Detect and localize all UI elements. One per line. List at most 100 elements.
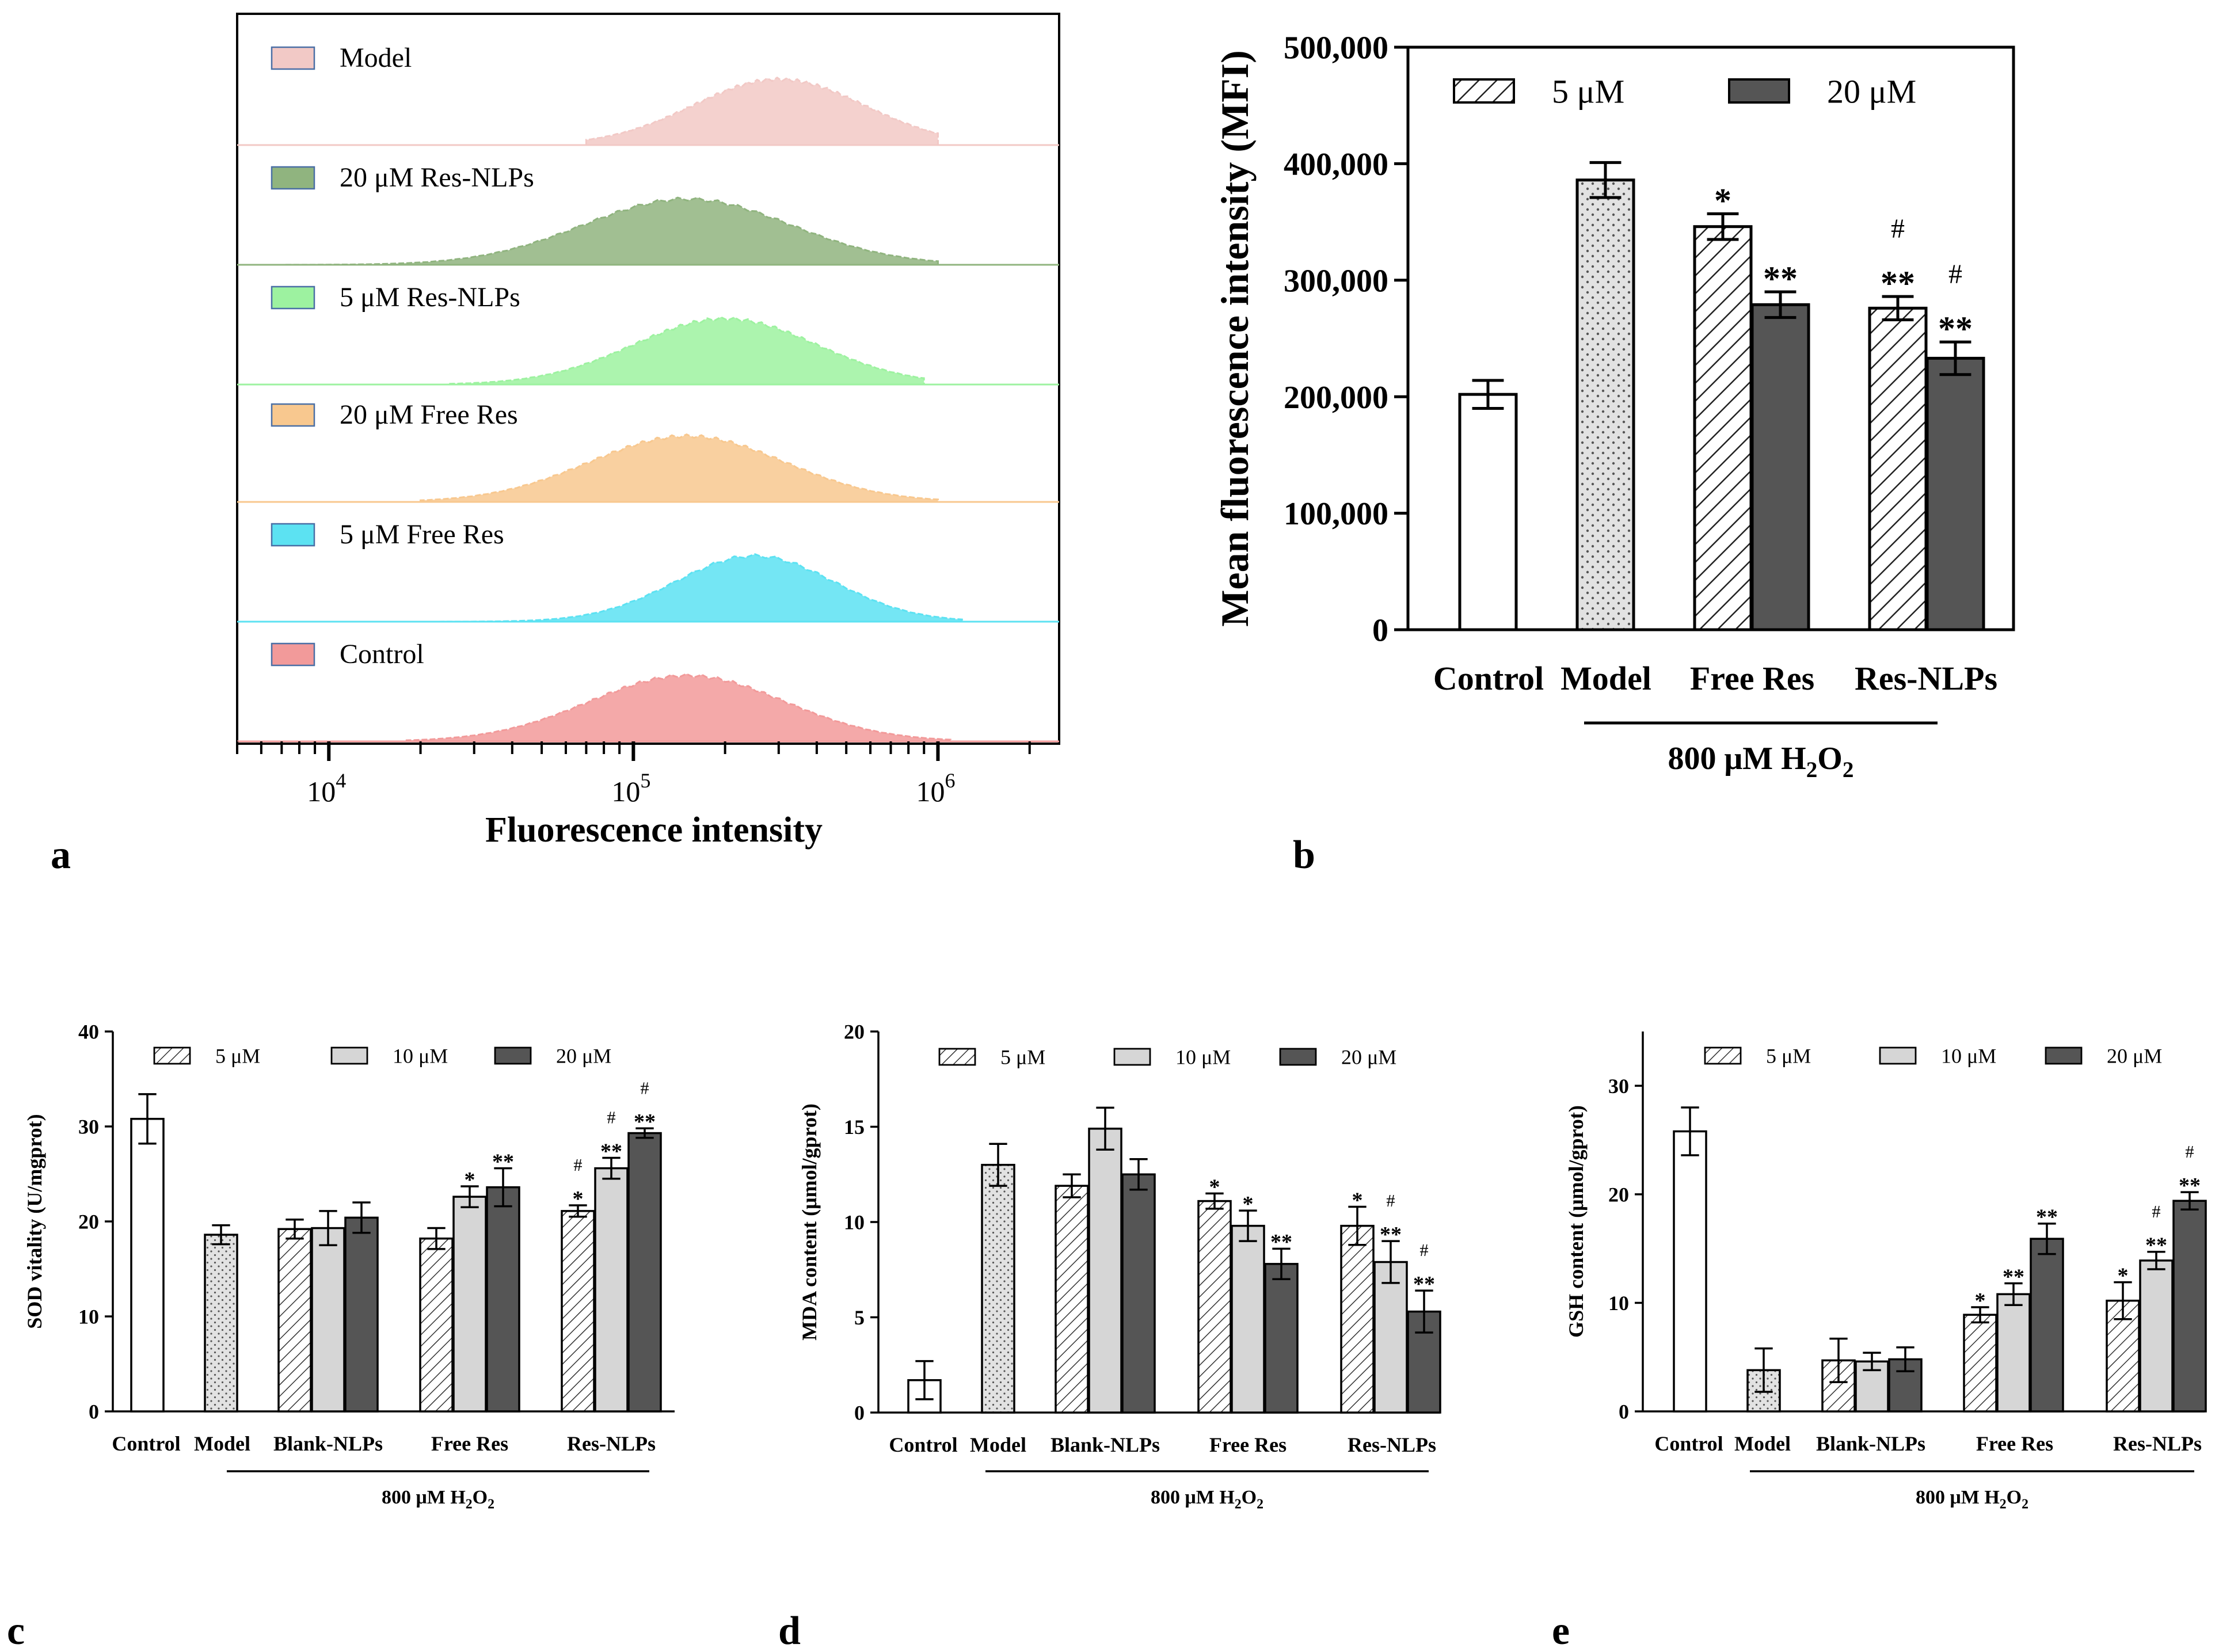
significance-mark: # [1948, 259, 1962, 290]
significance-mark: * [1243, 1192, 1254, 1216]
hist-4 [420, 433, 939, 503]
significance-mark: # [607, 1107, 615, 1127]
panel-a-histogram: Model 20 μM Res-NLPs 5 μM Res-NLPs 20 μM Fr… [51, 13, 1060, 877]
significance-mark: ** [2036, 1205, 2058, 1230]
x-category-label: Res-NLPs [2113, 1432, 2202, 1455]
bar-res-nlps-20um [1925, 356, 1985, 631]
significance-mark: ** [1413, 1272, 1435, 1296]
x-category-label: Free Res [431, 1432, 508, 1455]
legend-swatch-5um [1704, 1046, 1742, 1065]
bar-blank-nlps-5um [277, 1228, 312, 1413]
significance-mark: ** [1938, 310, 1973, 348]
significance-mark: ** [1270, 1230, 1292, 1254]
y-tick-label: 15 [844, 1116, 865, 1139]
legend-label: 10 μM [393, 1045, 448, 1068]
x-category-label: Res-NLPs [1348, 1433, 1436, 1456]
significance-mark: ** [1881, 264, 1915, 302]
x-category-label: Model [970, 1433, 1026, 1456]
hist-1 [585, 76, 939, 146]
significance-mark: ** [1763, 260, 1798, 298]
hist-6 [405, 673, 951, 743]
x-category-label: Control [1654, 1432, 1723, 1455]
y-tick-label: 30 [78, 1116, 99, 1139]
panel-a-xlabel: Fluorescence intensity [485, 810, 823, 850]
panel-c-label: c [7, 1609, 25, 1652]
legend-swatch-3 [271, 286, 315, 310]
significance-mark: * [573, 1187, 584, 1211]
legend-label-6: Control [340, 639, 424, 669]
bar-free-res-5um [1963, 1314, 1997, 1413]
legend-swatch-5um [153, 1046, 191, 1065]
y-tick-label: 200,000 [1284, 380, 1388, 416]
legend-label-2: 20 μM Res-NLPs [340, 162, 534, 193]
legend-label: 20 μM [2107, 1045, 2162, 1068]
legend-swatch-1 [271, 46, 315, 70]
panel-b-ylabel: Mean fluorescence intensity (MFI) [1213, 50, 1257, 627]
legend-swatch-20um [2045, 1046, 2083, 1065]
y-tick-label: 0 [89, 1400, 99, 1423]
bar-blank-nlps-20um [1121, 1173, 1156, 1414]
panel-d-ylabel: MDA content (μmol/gprot) [798, 1103, 821, 1341]
x-category-label: Blank-NLPs [1816, 1432, 1925, 1455]
bar-free-res-20um [1750, 303, 1810, 631]
bar-model [1575, 178, 1635, 631]
y-tick-label: 500,000 [1284, 31, 1388, 66]
legend-swatch-5 [271, 523, 315, 547]
legend-swatch-5um [938, 1048, 976, 1066]
bar-free-res-20um [2030, 1238, 2064, 1413]
significance-mark: # [573, 1155, 582, 1175]
treatment-label: 800 μM H2O2 [1668, 741, 1854, 782]
y-tick-label: 10 [78, 1305, 99, 1329]
x-tick-label-2: 105 [611, 769, 650, 808]
panel-e-ylabel: GSH content (μmol/gprot) [1565, 1105, 1588, 1338]
panel-e-label: e [1552, 1609, 1570, 1652]
significance-mark: # [2185, 1142, 2194, 1162]
x-category-label: Control [1433, 660, 1544, 697]
y-tick-label: 0 [1372, 613, 1388, 649]
y-tick-label: 5 [854, 1306, 865, 1329]
bar-res-nlps-20um [627, 1132, 662, 1413]
bar-free-res-5um [1197, 1200, 1232, 1414]
bar-free-res-10um [452, 1196, 487, 1413]
legend-swatch-20um [1279, 1048, 1317, 1066]
significance-mark: ** [2145, 1234, 2167, 1258]
bar-res-nlps-10um [2139, 1259, 2174, 1413]
significance-mark: ** [492, 1150, 514, 1174]
legend-swatch-10um [1879, 1046, 1917, 1065]
x-category-label: Control [889, 1433, 957, 1456]
legend-label: 5 μM [1000, 1046, 1045, 1069]
significance-mark: ** [1380, 1223, 1402, 1247]
x-category-label: Blank-NLPs [273, 1432, 383, 1455]
significance-mark: * [1352, 1188, 1363, 1212]
significance-mark: ** [600, 1139, 622, 1163]
bar-model [204, 1234, 238, 1413]
legend-label-1: Model [340, 43, 412, 73]
bar-blank-nlps-5um [1055, 1185, 1089, 1414]
x-category-label: Model [194, 1432, 250, 1455]
bar-blank-nlps-10um [311, 1227, 345, 1413]
bar-free-res-20um [486, 1186, 520, 1413]
bar-free-res-20um [1264, 1263, 1299, 1414]
legend-label: 5 μM [1766, 1045, 1811, 1068]
legend-swatch-5um [1453, 78, 1515, 104]
legend-label: 10 μM [1941, 1045, 1996, 1068]
y-tick-label: 30 [1608, 1075, 1629, 1098]
significance-mark: # [640, 1078, 649, 1098]
legend-swatch-4 [271, 403, 315, 427]
x-category-label: Res-NLPs [1855, 660, 1997, 697]
bar-free-res-10um [1996, 1293, 2031, 1413]
bar-res-nlps-10um [594, 1167, 629, 1413]
panel-c-ylabel: SOD vitality (U/mgprot) [23, 1114, 46, 1329]
y-tick-label: 20 [844, 1021, 865, 1044]
bar-free-res-5um [1693, 225, 1753, 631]
bar-res-nlps-5um [1340, 1224, 1375, 1414]
bar-res-nlps-5um [561, 1210, 595, 1413]
y-tick-label: 10 [844, 1211, 865, 1234]
bar-free-res-5um [419, 1237, 454, 1413]
legend-label: 5 μM [215, 1045, 260, 1068]
